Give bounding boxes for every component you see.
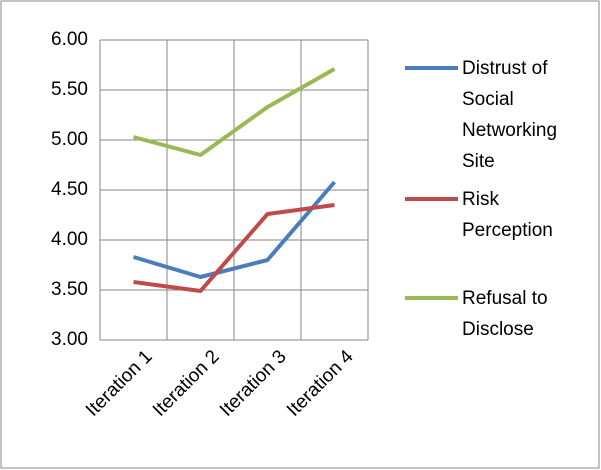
y-tick-label: 4.00 (51, 229, 88, 250)
series-line (133, 203, 335, 293)
legend-label: Risk Perception (462, 189, 553, 241)
series-line (132, 180, 337, 279)
series-line (132, 67, 336, 157)
y-tick-label: 3.00 (51, 329, 88, 350)
x-tick-label: Iteration 2 (149, 346, 224, 421)
y-tick-label: 4.50 (51, 179, 88, 200)
x-tick-label: Iteration 3 (216, 346, 291, 421)
legend-label: Refusal to Disclose (462, 288, 548, 340)
y-tick-label: 6.00 (51, 29, 88, 50)
x-tick-label: Iteration 4 (283, 346, 358, 421)
y-tick-label: 5.50 (51, 79, 88, 100)
y-tick-label: 3.50 (51, 279, 88, 300)
legend-label: Distrust of Social Networking Site (462, 58, 558, 172)
y-tick-label: 5.00 (51, 129, 88, 150)
x-tick-label: Iteration 1 (82, 346, 157, 421)
